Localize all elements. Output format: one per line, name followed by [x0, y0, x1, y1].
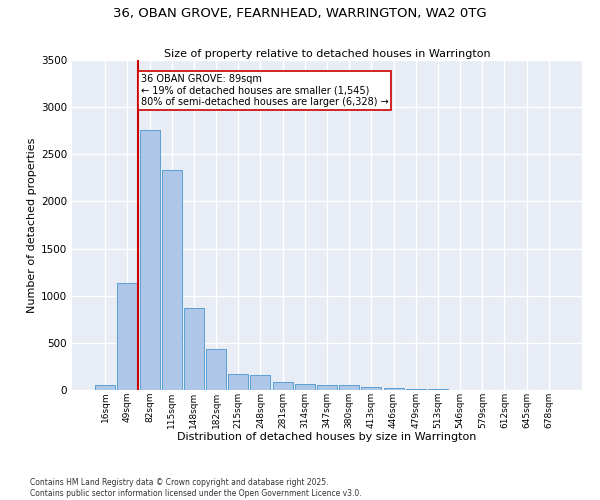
Bar — [162, 170, 182, 390]
Bar — [95, 386, 115, 390]
Bar — [406, 388, 426, 390]
Y-axis label: Number of detached properties: Number of detached properties — [27, 138, 37, 312]
Text: 36, OBAN GROVE, FEARNHEAD, WARRINGTON, WA2 0TG: 36, OBAN GROVE, FEARNHEAD, WARRINGTON, W… — [113, 8, 487, 20]
Bar — [184, 308, 204, 390]
Bar — [428, 389, 448, 390]
Title: Size of property relative to detached houses in Warrington: Size of property relative to detached ho… — [164, 49, 490, 59]
Text: Contains HM Land Registry data © Crown copyright and database right 2025.
Contai: Contains HM Land Registry data © Crown c… — [30, 478, 362, 498]
Bar — [361, 387, 382, 390]
Bar — [206, 348, 226, 390]
Bar — [317, 386, 337, 390]
Bar — [295, 384, 315, 390]
Text: 36 OBAN GROVE: 89sqm
← 19% of detached houses are smaller (1,545)
80% of semi-de: 36 OBAN GROVE: 89sqm ← 19% of detached h… — [140, 74, 388, 108]
Bar — [228, 374, 248, 390]
Bar — [339, 386, 359, 390]
Bar — [118, 284, 137, 390]
Bar — [272, 382, 293, 390]
Bar — [250, 375, 271, 390]
Bar — [383, 388, 404, 390]
Bar — [140, 130, 160, 390]
X-axis label: Distribution of detached houses by size in Warrington: Distribution of detached houses by size … — [178, 432, 476, 442]
